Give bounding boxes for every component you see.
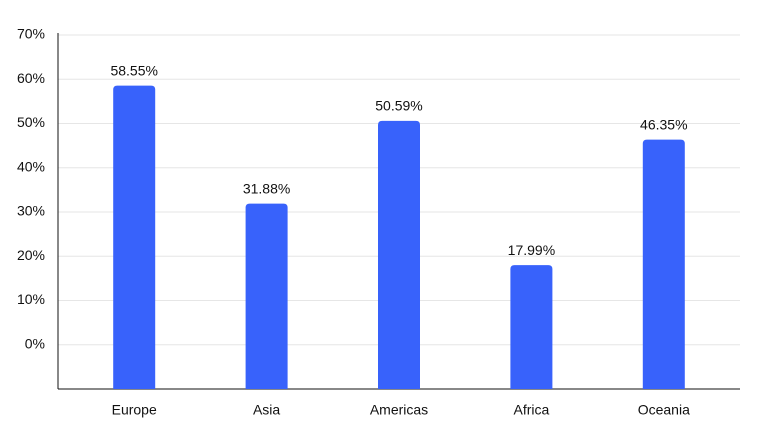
y-tick-label: 0% <box>25 335 45 351</box>
value-label: 46.35% <box>640 116 687 132</box>
y-tick-label: 70% <box>17 26 45 42</box>
bar <box>113 85 156 389</box>
y-tick-label: 40% <box>17 158 45 174</box>
y-tick-label: 60% <box>17 70 45 86</box>
value-label: 50.59% <box>375 98 422 114</box>
x-tick-label: Asia <box>253 402 280 418</box>
y-tick-label: 30% <box>17 203 45 219</box>
y-tick-label: 10% <box>17 291 45 307</box>
bar <box>245 203 288 389</box>
x-tick-label: Europe <box>112 402 157 418</box>
x-tick-label: Americas <box>370 402 428 418</box>
x-tick-label: Oceania <box>638 402 690 418</box>
value-label: 17.99% <box>508 242 555 258</box>
y-tick-label: 20% <box>17 247 45 263</box>
bar <box>642 139 685 389</box>
value-label: 31.88% <box>243 180 290 196</box>
bar <box>510 265 553 389</box>
y-tick-label: 50% <box>17 114 45 130</box>
value-label: 58.55% <box>110 62 157 78</box>
x-tick-label: Africa <box>514 402 550 418</box>
bar <box>378 120 420 389</box>
